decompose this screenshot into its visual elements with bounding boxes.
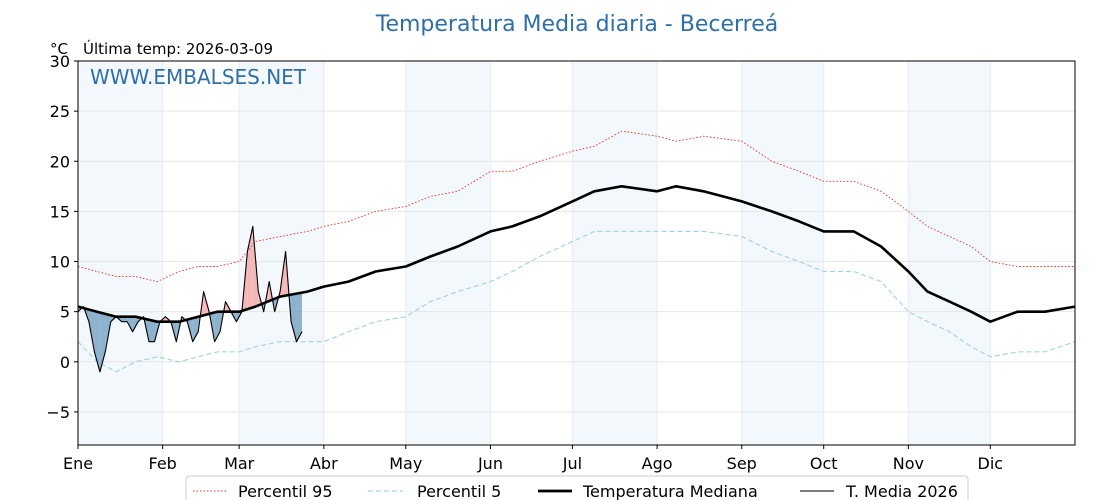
legend: Percentil 95 Percentil 5 Temperatura Med…	[185, 475, 969, 500]
y-tick-label: −5	[46, 403, 70, 422]
legend-box	[185, 475, 969, 500]
x-tick-label-feb: Feb	[149, 454, 177, 473]
x-tick-label-ago: Ago	[642, 454, 673, 473]
anomaly-below	[149, 319, 155, 342]
x-tick-label-dic: Dic	[978, 454, 1004, 473]
unit-label: °C	[50, 40, 68, 58]
x-tick-label-mar: Mar	[224, 454, 255, 473]
month-shading	[78, 61, 991, 445]
y-tick-label: 15	[50, 202, 70, 221]
anomaly-below	[192, 316, 199, 342]
x-axis: Ene Feb Mar Abr May Jun Jul Ago Sep Oct Nov Dic	[63, 445, 1003, 473]
x-tick-label-ene: Ene	[63, 454, 93, 473]
anomaly-below	[296, 292, 302, 342]
month-band-jul	[572, 61, 658, 445]
legend-label-median: Temperatura Mediana	[582, 482, 758, 500]
plot-frame	[77, 60, 1076, 446]
x-tick-label-abr: Abr	[310, 454, 338, 473]
series-temperatura-mediana	[77, 185, 1076, 323]
legend-label-p5: Percentil 5	[417, 482, 501, 500]
x-tick-label-jul: Jul	[562, 454, 582, 473]
anomaly-below	[132, 316, 139, 332]
chart-title: Temperatura Media diaria - Becerreá	[375, 12, 778, 37]
last-temp-label: Última temp: 2026-03-09	[83, 39, 273, 58]
month-band-may	[405, 61, 491, 445]
x-tick-label-nov: Nov	[893, 454, 924, 473]
y-tick-label: 10	[50, 253, 70, 272]
y-tick-label: 5	[60, 303, 70, 322]
anomaly-below	[127, 316, 133, 332]
legend-label-2026: T. Media 2026	[845, 482, 958, 500]
y-tick-label: 25	[50, 102, 70, 121]
y-tick-label: 20	[50, 152, 70, 171]
anomaly-below	[99, 312, 106, 372]
series-percentil-95	[77, 130, 1075, 283]
y-axis: −5 0 5 10 15 20 25 30	[46, 52, 78, 422]
x-tick-label-may: May	[389, 454, 422, 473]
series-lines	[77, 130, 1076, 373]
y-tick-label: 30	[50, 52, 70, 71]
month-band-sep	[741, 61, 824, 445]
series-percentil-5	[77, 230, 1076, 373]
y-tick-label: 0	[60, 353, 70, 372]
series-t-media-2026	[77, 225, 303, 373]
legend-label-p95: Percentil 95	[238, 482, 333, 500]
x-tick-label-jun: Jun	[477, 454, 503, 473]
x-tick-label-sep: Sep	[727, 454, 757, 473]
anomaly-below	[88, 309, 95, 352]
month-band-ene	[78, 61, 163, 445]
watermark: WWW.EMBALSES.NET	[90, 65, 307, 89]
x-tick-label-oct: Oct	[810, 454, 838, 473]
anomaly-below	[291, 293, 297, 342]
month-band-nov	[908, 61, 991, 445]
